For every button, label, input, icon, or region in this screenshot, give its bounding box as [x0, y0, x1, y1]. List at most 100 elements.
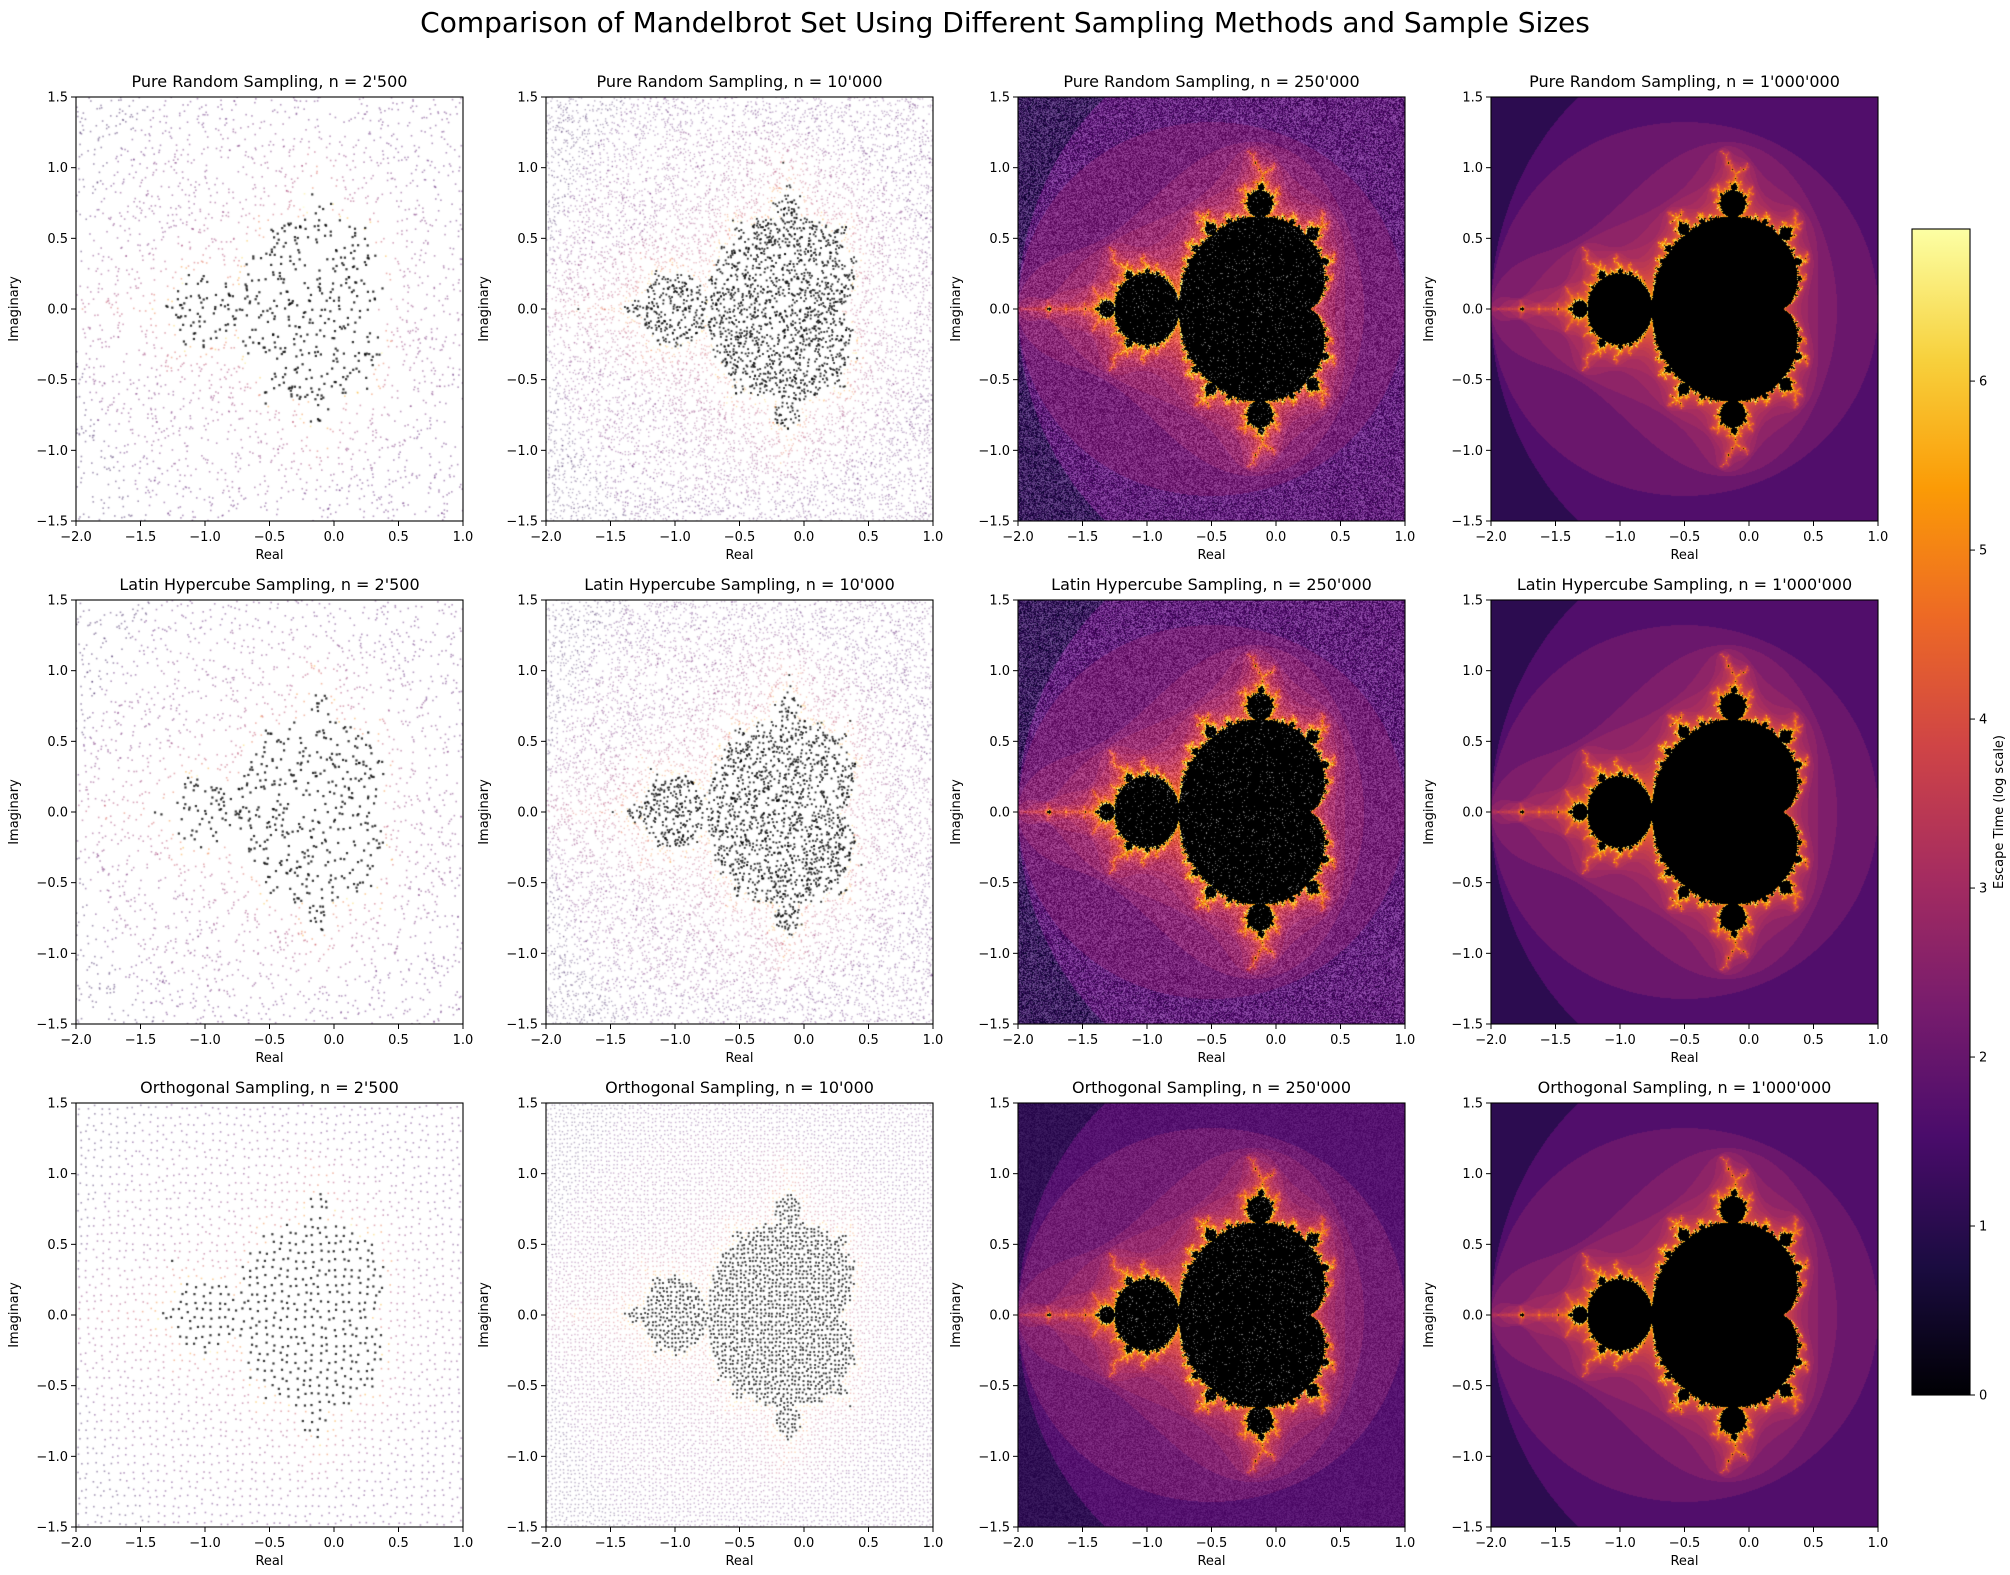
x-tick-label: −1.0: [189, 1033, 221, 1048]
x-tick-label: −1.5: [125, 530, 157, 545]
y-tick-label: −1.5: [978, 515, 1010, 530]
y-tick-label: −0.5: [978, 373, 1010, 388]
colorbar-tick-label: 3: [1979, 882, 1987, 897]
y-tick-label: 1.0: [517, 664, 538, 679]
x-tick-label: −2.0: [530, 530, 562, 545]
y-tick-label: 0.5: [1462, 232, 1483, 247]
x-tick-label: −1.0: [1131, 1033, 1163, 1048]
y-tick-label: 0.0: [1462, 1309, 1483, 1324]
x-tick-label: −1.5: [1540, 1033, 1572, 1048]
subplot-panel: Latin Hypercube Sampling, n = 250'000 −2.…: [949, 575, 1415, 1066]
y-tick-label: −1.5: [506, 1018, 538, 1033]
colorbar: 0123456Escape Time (log scale): [1912, 229, 2007, 1404]
x-tick-label: 0.5: [388, 1536, 409, 1551]
x-tick-label: 0.0: [1266, 1536, 1287, 1551]
y-tick-label: 0.0: [47, 806, 68, 821]
x-tick-label: 0.5: [858, 1536, 879, 1551]
x-tick-label: −0.5: [1196, 1033, 1228, 1048]
x-tick-label: 0.0: [1266, 1033, 1287, 1048]
y-tick-label: 0.0: [517, 303, 538, 318]
y-tick-label: −1.5: [1451, 1018, 1483, 1033]
sample-points-layer: [546, 97, 933, 521]
x-tick-label: 1.0: [1395, 1536, 1416, 1551]
subplot-title: Latin Hypercube Sampling, n = 10'000: [584, 575, 895, 594]
x-tick-label: −1.5: [1067, 530, 1099, 545]
subplot-panel: Pure Random Sampling, n = 10'000−2.0 −1.5…: [477, 72, 943, 563]
x-tick-label: 0.5: [1803, 530, 1824, 545]
y-tick-label: 0.5: [47, 735, 68, 750]
y-tick-label: 1.0: [989, 161, 1010, 176]
subplot-title: Latin Hypercube Sampling, n = 250'000: [1051, 575, 1372, 594]
subplot-panel: Orthogonal Sampling, n = 1'000'000−2.0 −1…: [1422, 1078, 1888, 1569]
y-tick-label: 0.5: [989, 735, 1010, 750]
y-tick-label: 0.0: [517, 1309, 538, 1324]
y-axis-label: Imaginary: [477, 779, 492, 845]
sample-points-layer: [546, 600, 933, 1024]
x-tick-label: −1.0: [1131, 1536, 1163, 1551]
y-tick-label: −1.0: [506, 1450, 538, 1465]
sample-points-layer: [1018, 600, 1405, 1024]
y-tick-label: 1.0: [1462, 1167, 1483, 1182]
x-tick-label: 1.0: [1395, 1033, 1416, 1048]
y-axis-label: Imaginary: [949, 1282, 964, 1348]
sample-points-layer: [1491, 97, 1878, 521]
x-tick-label: −0.5: [1196, 1536, 1228, 1551]
colorbar-label: Escape Time (log scale): [1992, 735, 2007, 889]
x-tick-label: −1.5: [1540, 1536, 1572, 1551]
x-tick-label: 0.0: [324, 530, 345, 545]
subplot-title: Orthogonal Sampling, n = 10'000: [605, 1078, 874, 1097]
x-tick-label: 1.0: [453, 530, 474, 545]
x-tick-label: 1.0: [923, 1536, 944, 1551]
subplot-title: Pure Random Sampling, n = 250'000: [1063, 72, 1359, 91]
y-tick-label: −1.0: [1451, 1450, 1483, 1465]
y-tick-label: 0.0: [517, 806, 538, 821]
y-axis-label: Imaginary: [7, 1282, 22, 1348]
x-tick-label: 0.5: [1330, 1033, 1351, 1048]
x-tick-label: −1.5: [1540, 530, 1572, 545]
y-axis-label: Imaginary: [949, 779, 964, 845]
y-tick-label: 1.0: [989, 664, 1010, 679]
y-tick-label: 0.5: [989, 1238, 1010, 1253]
x-axis-label: Real: [1197, 548, 1225, 563]
y-tick-label: 0.0: [1462, 303, 1483, 318]
x-tick-label: 0.5: [858, 1033, 879, 1048]
y-tick-label: 1.5: [47, 1097, 68, 1112]
y-tick-label: −1.5: [36, 1521, 68, 1536]
x-tick-label: −2.0: [1475, 1033, 1507, 1048]
x-tick-label: −1.0: [189, 1536, 221, 1551]
y-tick-label: 0.0: [47, 303, 68, 318]
x-tick-label: 0.0: [1739, 530, 1760, 545]
y-tick-label: −0.5: [36, 876, 68, 891]
y-tick-label: −1.5: [506, 1521, 538, 1536]
y-tick-label: −1.0: [506, 444, 538, 459]
x-tick-label: 1.0: [1868, 530, 1889, 545]
y-tick-label: −1.0: [36, 444, 68, 459]
subplot-panel: Orthogonal Sampling, n = 10'000−2.0 −1.5−…: [477, 1078, 943, 1569]
subplot-panel: Pure Random Sampling, n = 1'000'000−2.0−…: [1422, 72, 1888, 563]
y-tick-label: 0.5: [989, 232, 1010, 247]
y-tick-label: 0.5: [517, 735, 538, 750]
x-axis-label: Real: [1670, 548, 1698, 563]
y-tick-label: 1.0: [47, 1167, 68, 1182]
sample-points-layer: [76, 600, 463, 1024]
y-tick-label: −0.5: [1451, 373, 1483, 388]
sample-points-layer: [1491, 1103, 1878, 1527]
y-tick-label: 1.5: [1462, 594, 1483, 609]
subplot-panel: Orthogonal Sampling, n = 2'500−2.0 −1.5 −1…: [7, 1078, 473, 1569]
y-tick-label: 1.5: [1462, 1097, 1483, 1112]
x-tick-label: −1.5: [1067, 1033, 1099, 1048]
y-tick-label: −1.0: [1451, 947, 1483, 962]
subplot-panel: Pure Random Sampling, n = 2'500−2.0 −1.5−…: [7, 72, 473, 563]
x-tick-label: 0.5: [1330, 530, 1351, 545]
y-tick-label: 0.5: [47, 1238, 68, 1253]
colorbar-tick-label: 5: [1979, 544, 1987, 559]
x-tick-label: −0.5: [254, 530, 286, 545]
subplot-title: Orthogonal Sampling, n = 250'000: [1072, 1078, 1351, 1097]
x-tick-label: −0.5: [724, 1536, 756, 1551]
x-tick-label: 0.5: [1330, 1536, 1351, 1551]
y-tick-label: −1.5: [978, 1521, 1010, 1536]
x-tick-label: −1.0: [1604, 530, 1636, 545]
y-axis-label: Imaginary: [1422, 276, 1437, 342]
y-tick-label: 1.0: [517, 1167, 538, 1182]
y-tick-label: 0.0: [47, 1309, 68, 1324]
